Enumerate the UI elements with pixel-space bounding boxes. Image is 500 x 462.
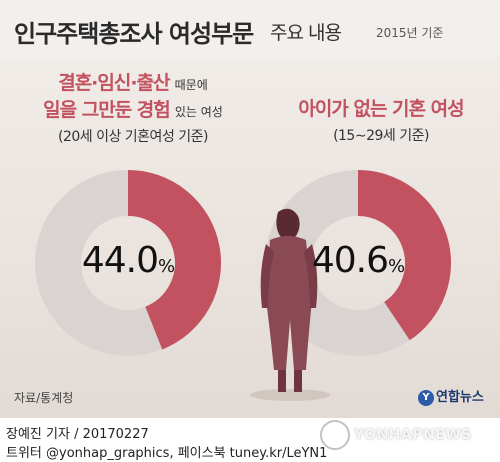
page-subtitle: 주요 내용 bbox=[270, 22, 342, 44]
charts-canvas bbox=[35, 170, 451, 401]
donut-slice-value bbox=[127, 170, 221, 350]
watermark-circle-icon bbox=[320, 420, 350, 450]
right-chart-labels: 아이가 없는 기혼 여성 (15∼29세 기준) bbox=[270, 94, 492, 145]
logo-mark-icon: Y bbox=[418, 389, 434, 406]
credit-social: 트위터 @yonhap_graphics, 페이스북 tuney.kr/LeYN… bbox=[6, 446, 328, 461]
woman-silhouette-icon bbox=[250, 208, 330, 401]
left-value-label: 44.0% bbox=[81, 240, 175, 281]
left-label-line1: 결혼·임신·출산 때문에 bbox=[58, 72, 208, 94]
right-label-line1: 아이가 없는 기혼 여성 bbox=[298, 98, 464, 120]
credit-author-date: 장예진 기자 / 20170227 bbox=[6, 427, 149, 442]
right-criteria: (15∼29세 기준) bbox=[333, 128, 429, 144]
year-note: 2015년 기준 bbox=[376, 26, 444, 40]
left-chart-labels: 결혼·임신·출산 때문에 일을 그만둔 경험 있는 여성 (20세 이상 기혼여… bbox=[20, 68, 246, 146]
left-criteria: (20세 이상 기혼여성 기준) bbox=[57, 129, 209, 145]
title-bar: 인구주택총조사 여성부문 주요 내용 2015년 기준 bbox=[0, 0, 500, 58]
credit-bar bbox=[0, 418, 500, 462]
watermark: YONHAPNEWS bbox=[320, 420, 500, 450]
page-title: 인구주택총조사 여성부문 bbox=[14, 20, 254, 48]
right-value-label: 40.6% bbox=[311, 240, 405, 281]
donut-slice-rest bbox=[35, 170, 163, 356]
donut-chart-left bbox=[35, 170, 221, 356]
left-label-line2: 일을 그만둔 경험 있는 여성 bbox=[43, 99, 223, 121]
agency-logo: Y 연합뉴스 bbox=[418, 386, 484, 406]
donut-slice-value bbox=[357, 170, 451, 341]
source-note: 자료/통계청 bbox=[14, 391, 74, 405]
